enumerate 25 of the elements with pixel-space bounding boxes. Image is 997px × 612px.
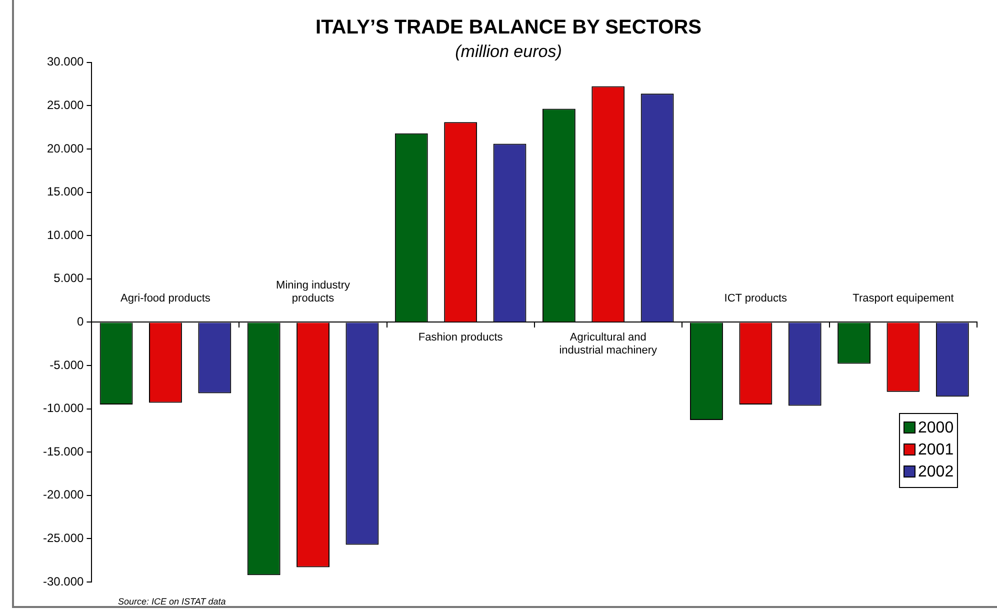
x-tick-label: Mining industry products: [276, 280, 351, 305]
x-tick-label: ICT products: [724, 292, 788, 305]
y-tick-label: -10.000: [42, 401, 84, 416]
source-note: Source: ICE on ISTAT data: [118, 596, 226, 606]
y-tick-label: -25.000: [42, 531, 84, 546]
chart-title: ITALY’S TRADE BALANCE BY SECTORS: [316, 16, 702, 39]
x-tick-label: Agri-food products: [120, 292, 211, 305]
y-tick-label: 0: [77, 314, 84, 329]
y-tick-label: -30.000: [42, 574, 84, 588]
y-tick-label: 10.000: [46, 228, 84, 242]
x-tick-label: Agricultural and industrial machinery: [559, 332, 658, 357]
y-tick-label: 20.000: [46, 141, 84, 156]
y-tick-label: 25.000: [46, 98, 84, 112]
x-tick-label: Trasport equipement: [852, 292, 954, 305]
y-tick-label: 5.000: [54, 271, 84, 286]
y-tick-label: 15.000: [46, 184, 84, 199]
y-tick-label: -20.000: [42, 488, 84, 502]
legend-label: 2001: [918, 441, 954, 458]
y-tick-label: -15.000: [42, 444, 84, 458]
legend-label: 2002: [918, 463, 954, 480]
chart-subtitle: (million euros): [455, 42, 562, 61]
y-tick-label: -5.000: [50, 358, 84, 372]
x-tick-label: Fashion products: [418, 332, 504, 344]
legend-label: 2000: [918, 419, 954, 436]
y-tick-label: 30.000: [46, 54, 84, 69]
